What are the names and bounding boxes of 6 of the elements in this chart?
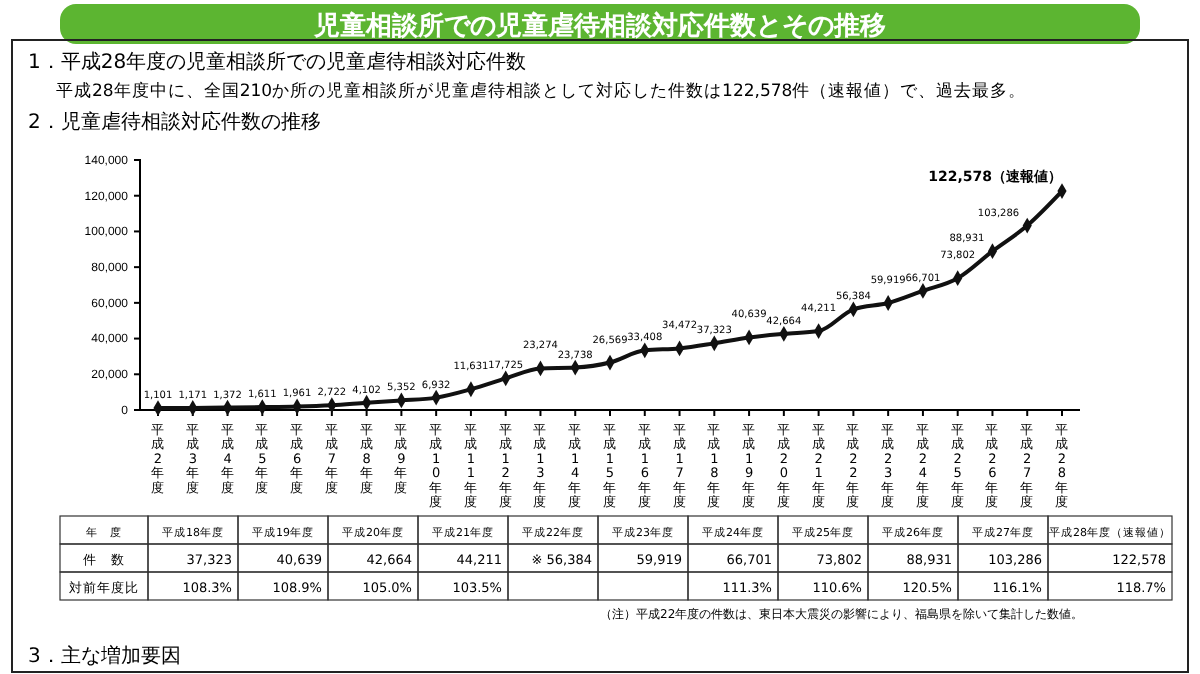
text: 1．平成28年度の児童相談所での児童虐待相談対応件数	[28, 50, 527, 74]
text: 平成28年度中に、全国210か所の児童相談所が児童虐待相談として対応した件数は122,578件（速報値）で、過去最多。	[56, 80, 1027, 102]
text: 3．主な増加要因	[28, 644, 181, 668]
title-banner: 児童相談所での児童虐待相談対応件数とその推移	[60, 4, 1140, 44]
chart-subtitle: 2．児童虐待相談対応件数の推移	[28, 110, 321, 134]
chart-title: 児童相談所での児童虐待相談対応件数とその推移	[312, 10, 886, 42]
